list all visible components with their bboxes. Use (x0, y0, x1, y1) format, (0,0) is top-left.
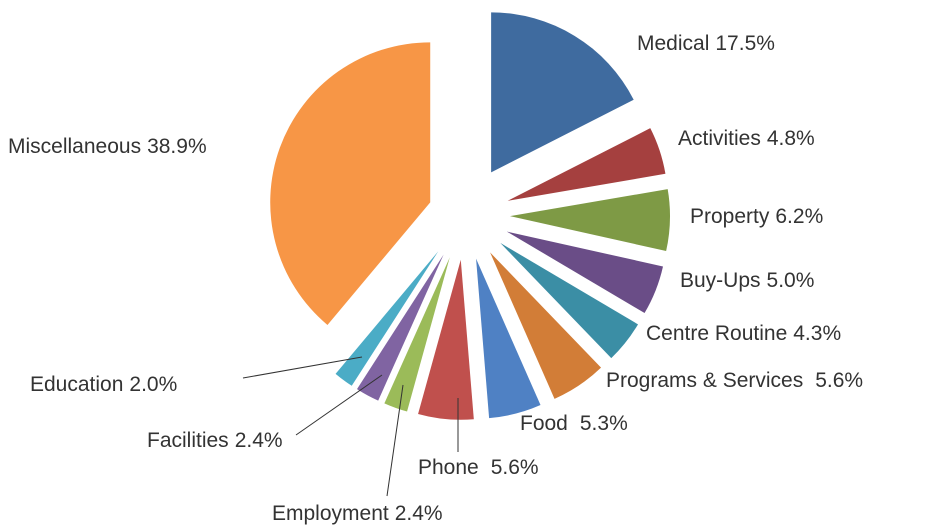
category-name: Food (520, 412, 568, 435)
pie-slice (506, 231, 663, 314)
pie-slice (384, 257, 450, 412)
leader-line (242, 356, 363, 379)
category-name: Property (690, 205, 770, 228)
slice-label: Education 2.0% (30, 373, 177, 396)
value-label: 5.6% (491, 456, 539, 479)
category-name: Programs & Services (606, 369, 803, 392)
category-name: Facilities (147, 429, 229, 452)
leader-line (295, 374, 383, 436)
pie-slice (491, 12, 634, 173)
pie-slice (356, 254, 444, 401)
category-name: Miscellaneous (8, 135, 141, 158)
category-name: Employment (272, 502, 389, 525)
pie-slice (476, 258, 541, 419)
slice-label: Food 5.3% (520, 412, 628, 435)
category-name: Buy-Ups (680, 269, 761, 292)
pie-slice (270, 42, 431, 325)
slice-label: Activities 4.8% (678, 127, 815, 150)
value-label: 17.5% (715, 32, 775, 55)
slice-label: Buy-Ups 5.0% (680, 269, 814, 292)
slice-label: Employment 2.4% (272, 502, 443, 525)
pie-slice (418, 259, 474, 420)
pie-slice (509, 189, 670, 252)
value-label: 38.9% (147, 135, 207, 158)
category-name: Phone (418, 456, 479, 479)
value-label: 5.6% (815, 369, 863, 392)
leader-line (386, 384, 404, 497)
pie-slice (490, 252, 602, 399)
value-label: 4.3% (793, 322, 841, 345)
value-label: 6.2% (775, 205, 823, 228)
value-label: 2.0% (129, 373, 177, 396)
slice-label: Property 6.2% (690, 205, 823, 228)
category-name: Medical (637, 32, 709, 55)
value-label: 4.8% (767, 127, 815, 150)
pie-slice (507, 128, 666, 201)
category-name: Education (30, 373, 123, 396)
value-label: 2.4% (235, 429, 283, 452)
pie-slice (335, 251, 439, 386)
slice-label: Facilities 2.4% (147, 429, 283, 452)
value-label: 5.3% (580, 412, 628, 435)
pie-slice (500, 242, 639, 359)
value-label: 2.4% (395, 502, 443, 525)
slice-label: Miscellaneous 38.9% (8, 135, 207, 158)
category-name: Centre Routine (646, 322, 787, 345)
slice-label: Centre Routine 4.3% (646, 322, 841, 345)
slice-label: Phone 5.6% (418, 456, 539, 479)
value-label: 5.0% (767, 269, 815, 292)
slice-label: Programs & Services 5.6% (606, 369, 863, 392)
category-name: Activities (678, 127, 761, 150)
slice-label: Medical 17.5% (637, 32, 775, 55)
